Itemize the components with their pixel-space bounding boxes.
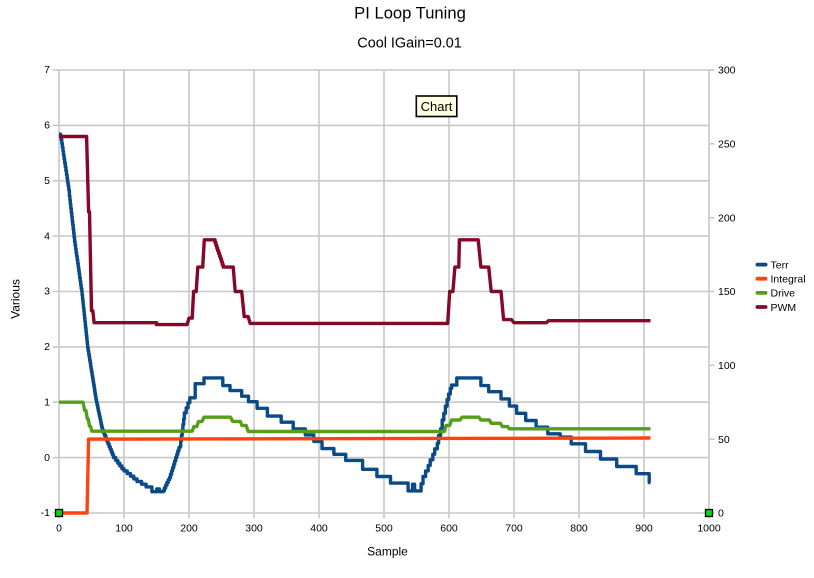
svg-text:2: 2 — [44, 341, 50, 353]
svg-text:Drive: Drive — [771, 288, 796, 300]
svg-text:100: 100 — [115, 523, 133, 535]
svg-text:250: 250 — [718, 138, 736, 150]
svg-text:1000: 1000 — [697, 523, 721, 535]
svg-text:0: 0 — [44, 452, 50, 464]
svg-text:400: 400 — [310, 523, 328, 535]
svg-text:PI Loop Tuning: PI Loop Tuning — [354, 4, 466, 23]
svg-text:800: 800 — [570, 523, 588, 535]
svg-text:100: 100 — [718, 360, 736, 372]
svg-text:150: 150 — [718, 286, 736, 298]
svg-text:Terr: Terr — [771, 259, 790, 271]
svg-text:Sample: Sample — [367, 545, 408, 559]
svg-text:-1: -1 — [41, 507, 50, 519]
svg-text:600: 600 — [440, 523, 458, 535]
svg-text:300: 300 — [718, 65, 736, 77]
svg-text:3: 3 — [44, 286, 50, 298]
svg-text:0: 0 — [718, 508, 724, 520]
svg-text:Cool IGain=0.01: Cool IGain=0.01 — [357, 36, 461, 52]
svg-text:200: 200 — [718, 212, 736, 224]
svg-text:PWM: PWM — [771, 302, 797, 314]
svg-text:Chart: Chart — [421, 99, 453, 114]
svg-text:900: 900 — [635, 523, 653, 535]
svg-text:50: 50 — [718, 434, 730, 446]
svg-text:0: 0 — [56, 523, 62, 535]
svg-text:7: 7 — [44, 64, 50, 76]
svg-text:300: 300 — [245, 523, 263, 535]
svg-text:1: 1 — [44, 396, 50, 408]
svg-text:4: 4 — [44, 230, 50, 242]
svg-text:500: 500 — [375, 523, 393, 535]
svg-text:200: 200 — [180, 523, 198, 535]
svg-text:5: 5 — [44, 175, 50, 187]
svg-text:700: 700 — [505, 523, 523, 535]
svg-text:6: 6 — [44, 120, 50, 132]
svg-text:Various: Various — [9, 279, 23, 319]
svg-text:Integral: Integral — [771, 274, 806, 286]
